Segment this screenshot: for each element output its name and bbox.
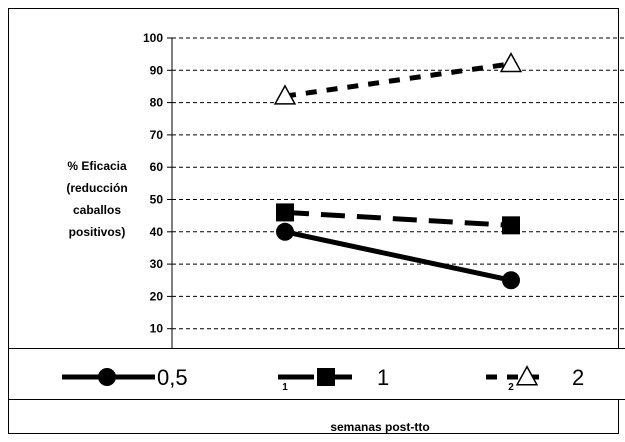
y-tick-label: 80 <box>150 96 164 110</box>
y-axis-label-line: caballos <box>73 203 121 217</box>
data-point <box>276 203 294 222</box>
data-point <box>502 216 520 235</box>
series-line <box>284 61 512 99</box>
legend-item: 2 <box>486 365 584 390</box>
legend: 0,5 1 2 <box>8 348 625 400</box>
gridlines <box>172 37 625 330</box>
y-axis-label: % Eficacia (reducción caballos positivos) <box>66 159 127 239</box>
legend-marker <box>98 368 116 386</box>
data-point <box>276 222 294 241</box>
series-1 <box>276 222 520 290</box>
y-tick-label: 40 <box>150 225 164 239</box>
data-point <box>273 84 297 105</box>
series-group <box>273 52 523 290</box>
y-axis-ticks: 0102030405060708090100 <box>143 31 172 368</box>
x-tick-label: 2 <box>508 382 514 393</box>
legend-marker <box>515 365 539 386</box>
legend-label: 0,5 <box>157 365 188 390</box>
y-axis-label-line: (reducción <box>66 181 127 195</box>
series-line <box>284 229 512 283</box>
y-tick-label: 60 <box>150 160 164 174</box>
legend-item: 1 <box>278 365 389 390</box>
y-axis-label-line: positivos) <box>69 225 126 239</box>
legend-marker <box>317 368 335 386</box>
y-tick-label: 20 <box>150 289 164 303</box>
legend-item: 0,5 <box>62 365 188 390</box>
series-line <box>284 209 512 228</box>
y-tick-label: 100 <box>143 31 163 45</box>
legend-label: 2 <box>572 365 584 390</box>
series-3 <box>273 52 523 105</box>
data-point <box>499 52 523 73</box>
legend-label: 1 <box>377 365 389 390</box>
series-2 <box>276 203 520 235</box>
y-tick-label: 50 <box>150 193 164 207</box>
data-point <box>502 271 520 290</box>
y-tick-label: 10 <box>150 322 164 336</box>
y-tick-label: 70 <box>150 128 164 142</box>
y-tick-label: 30 <box>150 257 164 271</box>
y-axis-label-line: % Eficacia <box>67 159 127 173</box>
y-tick-label: 90 <box>150 63 164 77</box>
x-tick-label: 1 <box>282 382 288 393</box>
x-axis-label: semanas post-tto <box>330 420 429 434</box>
